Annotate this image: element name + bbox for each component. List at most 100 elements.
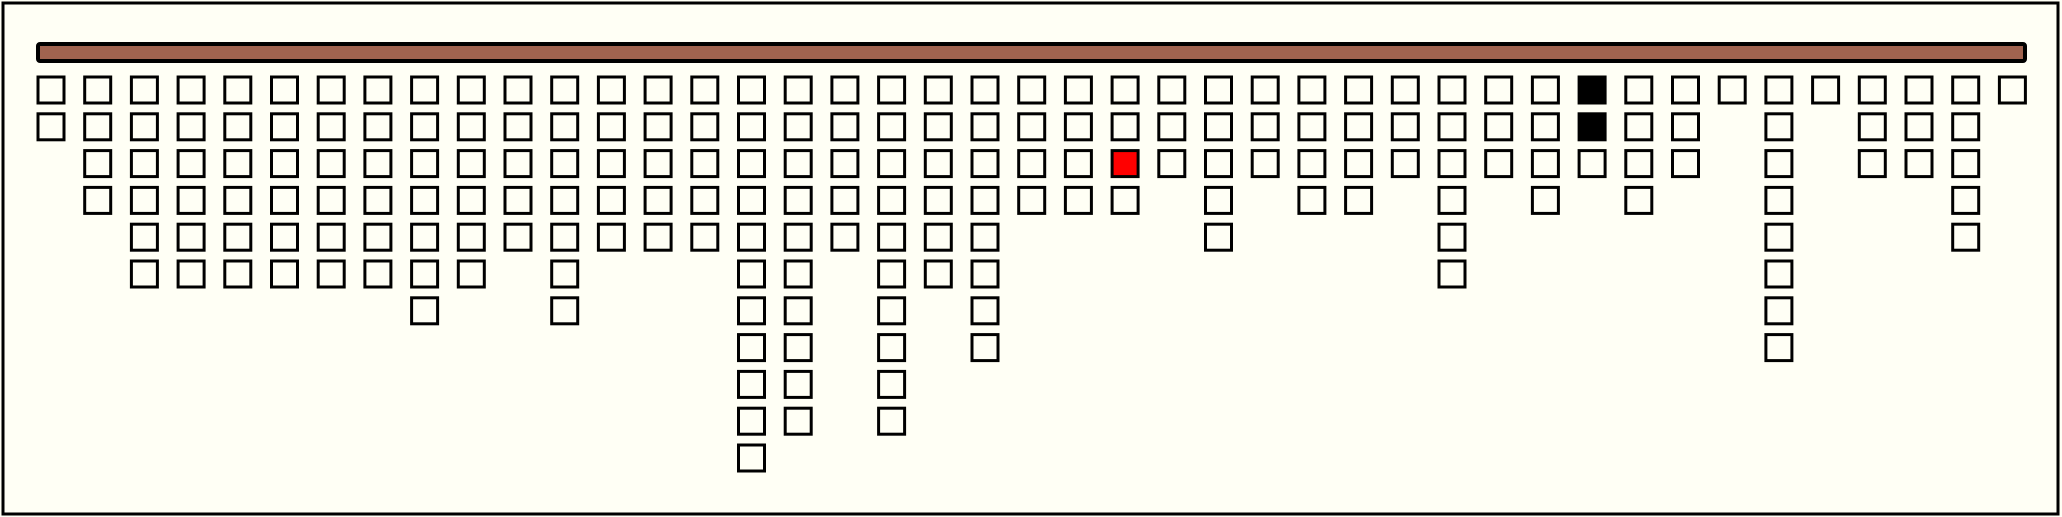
cell[interactable] — [1204, 222, 1233, 252]
cell[interactable] — [1437, 75, 1467, 105]
cell[interactable] — [1344, 149, 1374, 179]
cell[interactable] — [83, 185, 113, 215]
cell[interactable] — [1484, 149, 1514, 179]
cell[interactable] — [83, 112, 113, 142]
cell[interactable] — [1671, 75, 1700, 105]
cell[interactable] — [783, 333, 813, 363]
cell[interactable] — [1997, 75, 2027, 105]
cell[interactable] — [970, 296, 1000, 326]
cell[interactable] — [270, 112, 299, 142]
cell[interactable] — [223, 185, 253, 215]
cell[interactable] — [1577, 75, 1607, 105]
cell[interactable] — [1437, 112, 1467, 142]
cell[interactable] — [550, 149, 580, 179]
cell[interactable] — [1857, 149, 1887, 179]
cell[interactable] — [1204, 149, 1233, 179]
cell[interactable] — [316, 185, 346, 215]
cell[interactable] — [129, 112, 159, 142]
cell[interactable] — [830, 149, 860, 179]
cell[interactable] — [1390, 75, 1420, 105]
cell[interactable] — [410, 112, 440, 142]
cell[interactable] — [503, 222, 533, 252]
cell[interactable] — [737, 112, 766, 142]
cell[interactable] — [783, 185, 813, 215]
cell[interactable] — [1017, 149, 1047, 179]
cell[interactable] — [1951, 75, 1981, 105]
cell[interactable] — [1484, 75, 1514, 105]
cell[interactable] — [923, 222, 953, 252]
cell[interactable] — [456, 222, 486, 252]
cell[interactable] — [737, 333, 766, 363]
cell[interactable] — [877, 369, 907, 399]
cell[interactable] — [223, 222, 253, 252]
cell[interactable] — [783, 296, 813, 326]
cell[interactable] — [596, 185, 626, 215]
cell[interactable] — [877, 259, 907, 289]
cell[interactable] — [1530, 75, 1560, 105]
cell[interactable] — [1297, 112, 1327, 142]
cell[interactable] — [970, 333, 1000, 363]
cell[interactable] — [1437, 222, 1467, 252]
cell[interactable] — [737, 222, 766, 252]
cell[interactable] — [176, 75, 206, 105]
cell[interactable] — [1671, 149, 1700, 179]
cell[interactable] — [1250, 112, 1280, 142]
cell[interactable] — [877, 222, 907, 252]
cell[interactable] — [1577, 112, 1607, 142]
cell[interactable] — [176, 112, 206, 142]
cell[interactable] — [830, 185, 860, 215]
cell[interactable] — [923, 259, 953, 289]
cell[interactable] — [923, 149, 953, 179]
cell[interactable] — [737, 369, 766, 399]
cell[interactable] — [410, 259, 440, 289]
cell[interactable] — [1904, 149, 1934, 179]
cell[interactable] — [970, 149, 1000, 179]
cell[interactable] — [783, 369, 813, 399]
cell[interactable] — [316, 222, 346, 252]
cell[interactable] — [1624, 185, 1654, 215]
cell[interactable] — [129, 149, 159, 179]
cell[interactable] — [1344, 185, 1374, 215]
cell[interactable] — [737, 443, 766, 473]
cell[interactable] — [176, 259, 206, 289]
cell[interactable] — [1063, 185, 1093, 215]
cell[interactable] — [1437, 149, 1467, 179]
cell[interactable] — [737, 185, 766, 215]
cell[interactable] — [270, 75, 299, 105]
cell[interactable] — [1951, 112, 1981, 142]
cell[interactable] — [1017, 75, 1047, 105]
cell[interactable] — [783, 149, 813, 179]
cell[interactable] — [1904, 112, 1934, 142]
cell[interactable] — [363, 75, 393, 105]
cell[interactable] — [1764, 75, 1794, 105]
cell[interactable] — [36, 75, 66, 105]
cell[interactable] — [223, 259, 253, 289]
cell[interactable] — [877, 296, 907, 326]
cell[interactable] — [1297, 185, 1327, 215]
cell[interactable] — [690, 75, 720, 105]
cell[interactable] — [270, 259, 299, 289]
cell[interactable] — [783, 75, 813, 105]
cell[interactable] — [1951, 222, 1981, 252]
cell[interactable] — [1671, 112, 1700, 142]
cell[interactable] — [36, 112, 66, 142]
cell[interactable] — [1717, 75, 1747, 105]
cell[interactable] — [550, 112, 580, 142]
cell[interactable] — [690, 185, 720, 215]
cell[interactable] — [877, 149, 907, 179]
cell[interactable] — [877, 75, 907, 105]
cell[interactable] — [783, 259, 813, 289]
cell[interactable] — [643, 112, 673, 142]
cell[interactable] — [1110, 149, 1140, 179]
cell[interactable] — [1624, 75, 1654, 105]
cell[interactable] — [830, 222, 860, 252]
cell[interactable] — [596, 112, 626, 142]
cell[interactable] — [923, 112, 953, 142]
cell[interactable] — [1530, 185, 1560, 215]
cell[interactable] — [830, 75, 860, 105]
cell[interactable] — [643, 75, 673, 105]
cell[interactable] — [970, 222, 1000, 252]
cell[interactable] — [316, 75, 346, 105]
cell[interactable] — [316, 259, 346, 289]
cell[interactable] — [923, 75, 953, 105]
